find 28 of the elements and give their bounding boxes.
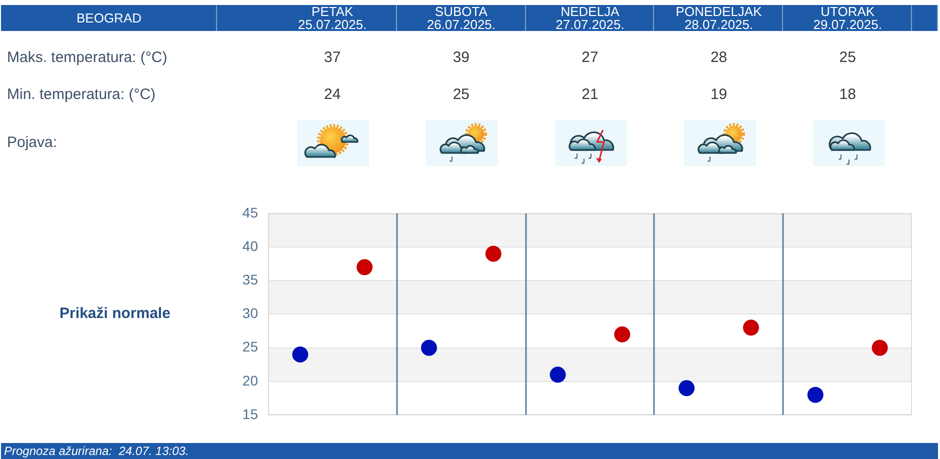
text: Prikaži normale [60,305,170,324]
data-label: 21 [582,86,598,104]
data-label: 25 [839,49,856,67]
y-tick-label: 40 [242,238,258,254]
text: NEDELJA 27.07.2025. [556,4,624,32]
data-label: 28 [710,49,728,67]
data-label: 27 [582,49,598,67]
text: BEOGRAD [76,10,142,26]
data-label: 25 [452,86,470,104]
y-tick-label: 20 [242,372,258,388]
data-label: 39 [452,49,470,67]
y-tick-label: 45 [242,204,258,220]
text: Maks. temperatura: (°C) [7,49,168,67]
data-label: 37 [324,49,341,67]
y-tick-label: 30 [242,305,258,322]
data-label: 18 [839,86,856,104]
text: UTORAK 29.07.2025. [813,4,882,32]
text: Prognoza ažurirana: 24.07. 13:03. [4,444,189,458]
text: PONEDELJAK 28.07.2025. [676,4,762,32]
y-tick-label: 35 [242,271,258,288]
text: Min. temperatura: (°C) [7,86,156,104]
text: SUBOTA 26.07.2025. [426,4,496,32]
text: PETAK 25.07.2025. [298,4,367,32]
data-label: 19 [710,86,728,104]
data-label: 24 [324,86,341,104]
y-tick-label: 15 [242,406,258,422]
y-tick-label: 25 [242,338,258,355]
text: Pojava: [7,134,58,152]
